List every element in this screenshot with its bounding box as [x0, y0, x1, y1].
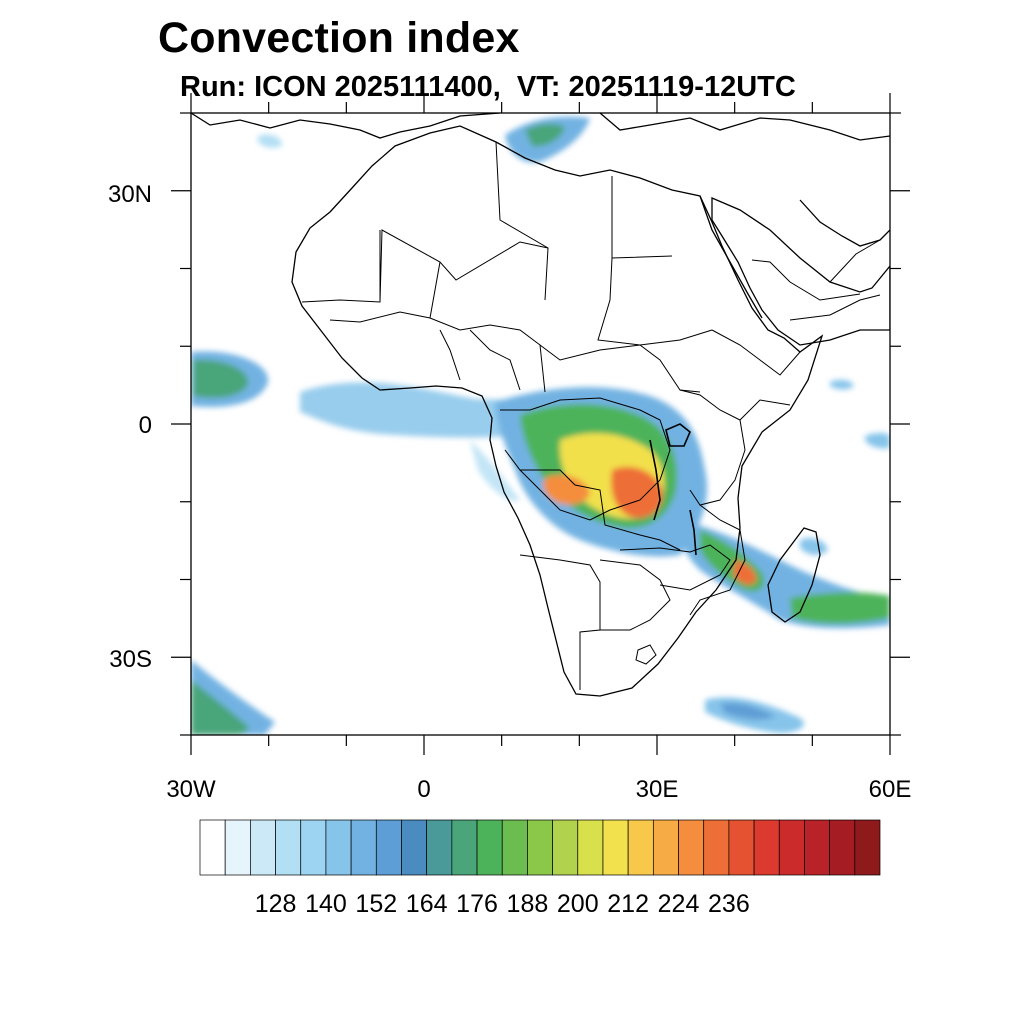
convection-madagascar-east: [800, 538, 828, 556]
colorbar-swatch: [778, 819, 805, 876]
colorbar-label: 140: [305, 890, 347, 918]
lon-label-30w: 30W: [166, 776, 216, 803]
border-lesotho: [635, 644, 657, 665]
africa-coastline: [291, 125, 824, 697]
lon-label-60e: 60E: [869, 776, 912, 803]
convection-south-indian-ocean-core: [720, 702, 775, 720]
map-title: Convection index: [158, 14, 520, 62]
colorbar-swatch: [426, 819, 453, 876]
convection-atlantic-north: [258, 134, 282, 148]
colorbar-label: 176: [456, 890, 498, 918]
europe-coastline: [191, 113, 890, 141]
axis-ticks: [171, 93, 910, 755]
lake-tanganyika: [649, 439, 661, 521]
colorbar-label: 128: [255, 890, 297, 918]
colorbar-label: 164: [406, 890, 448, 918]
border-congo: [500, 397, 671, 521]
border-sudan: [597, 257, 713, 346]
colorbar-swatch: [577, 819, 604, 876]
colorbar-swatch: [602, 819, 629, 876]
convection-southwest-core: [191, 680, 250, 735]
lake-victoria: [665, 423, 691, 447]
border-horn: [711, 329, 801, 421]
colorbar-swatch: [451, 819, 478, 876]
colorbar-swatch: [325, 819, 352, 876]
border-zambia-zimbabwe: [619, 544, 731, 591]
lakes: [649, 423, 697, 556]
colorbar-swatch: [703, 819, 730, 876]
border-algeria-libya: [495, 141, 549, 301]
colorbar-swatch: [552, 819, 579, 876]
colorbar-swatch: [753, 819, 780, 876]
colorbar-swatch: [728, 819, 755, 876]
map-subtitle: Run: ICON 2025111400, VT: 20251119-12UTC: [180, 71, 796, 103]
convection-central-africa-core-west: [543, 474, 590, 505]
colorbar-label: 212: [607, 890, 649, 918]
colorbar-swatch: [275, 819, 302, 876]
colorbar-swatch: [501, 819, 528, 876]
border-east-africa: [679, 389, 746, 506]
red-sea-coastline: [699, 195, 763, 319]
coastlines: [191, 113, 890, 697]
border-drc-angola: [520, 469, 681, 551]
convection-east-equator: [865, 433, 890, 449]
colorbar-swatch: [224, 819, 251, 876]
colorbar-swatch: [627, 819, 654, 876]
border-saudi: [751, 239, 881, 301]
madagascar-coastline: [767, 527, 821, 623]
convection-band-equatorial-atlantic: [300, 382, 540, 438]
border-sahel: [301, 229, 549, 303]
border-mozambique: [689, 504, 746, 616]
colorbar-swatch: [350, 819, 377, 876]
border-west-africa: [329, 311, 546, 393]
border-yemen-oman: [789, 294, 881, 321]
colorbar-labels: 128 140 152 164 176 188 200 212 224 236: [255, 890, 750, 918]
colorbar-swatch: [854, 819, 881, 876]
colorbar-swatch: [527, 819, 553, 876]
border-nigeria: [439, 329, 521, 391]
colorbar-swatch: [300, 819, 327, 876]
convection-mediterranean-core: [525, 123, 565, 147]
lat-label-0: 0: [139, 412, 152, 439]
border-namibia-botswana: [599, 559, 671, 631]
convection-indian-ocean-band: [790, 592, 890, 624]
convection-mozambique-hot: [733, 560, 757, 585]
lon-label-0: 0: [417, 776, 430, 803]
gulf-coastline: [799, 199, 890, 247]
colorbar-swatch: [476, 819, 503, 876]
colorbar-label: 200: [557, 890, 599, 918]
colorbar-swatch: [804, 819, 830, 876]
colorbar-label: 224: [658, 890, 700, 918]
convection-band-tail: [470, 440, 520, 501]
colorbar-swatch: [199, 819, 226, 876]
convection-field: [191, 116, 890, 735]
border-southern: [519, 554, 601, 690]
colorbar-label: 236: [708, 890, 750, 918]
colorbar-swatch: [678, 819, 705, 876]
convection-west-atlantic-core: [193, 359, 249, 398]
colorbar-swatch: [829, 819, 856, 876]
country-borders: [301, 141, 881, 690]
colorbar-swatch: [250, 819, 276, 876]
lat-label-30n: 30N: [108, 181, 152, 208]
colorbar-swatch: [652, 819, 679, 876]
convection-arabian-sea: [830, 379, 854, 390]
lat-label-30s: 30S: [109, 646, 152, 673]
lon-label-30e: 30E: [636, 776, 679, 803]
border-mali-niger: [379, 230, 441, 319]
colorbar-swatch: [375, 819, 402, 876]
colorbar-swatch: [401, 819, 428, 876]
arabia-coastline: [711, 197, 890, 346]
colorbar-label: 152: [355, 890, 397, 918]
colorbar-label: 188: [507, 890, 549, 918]
colorbar: [199, 819, 881, 876]
lake-malawi: [689, 509, 697, 556]
